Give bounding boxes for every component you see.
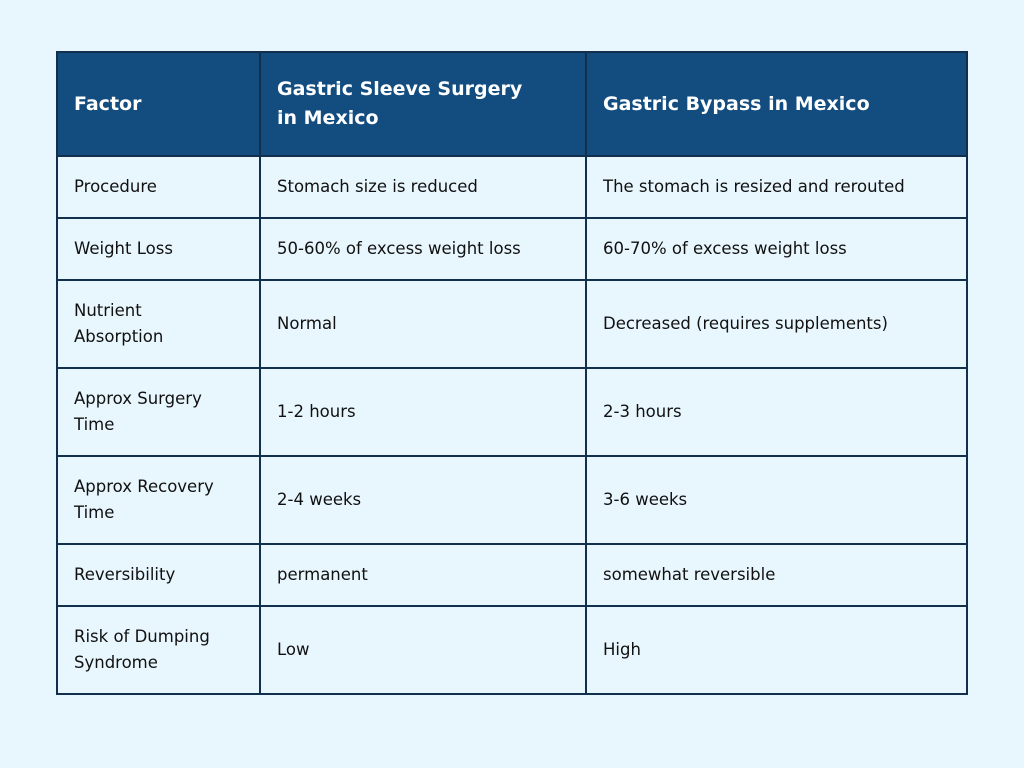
cell-factor: Reversibility [56, 543, 261, 607]
comparison-table: Factor Gastric Sleeve Surgery in Mexico … [56, 51, 968, 695]
header-gastric-bypass: Gastric Bypass in Mexico [585, 51, 968, 157]
table-row: Nutrient Absorption Normal Decreased (requ… [56, 279, 968, 369]
table-row: Procedure Stomach size is reduced The stom… [56, 155, 968, 219]
cell-bypass: somewhat reversible [585, 543, 968, 607]
cell-sleeve: 50-60% of excess weight loss [259, 217, 587, 281]
cell-factor: Approx Recovery Time [56, 455, 261, 545]
table-row: Approx Recovery Time 2-4 weeks 3-6 weeks [56, 455, 968, 545]
cell-factor: Weight Loss [56, 217, 261, 281]
cell-sleeve: 1-2 hours [259, 367, 587, 457]
table-row: Approx Surgery Time 1-2 hours 2-3 hours [56, 367, 968, 457]
cell-bypass: 3-6 weeks [585, 455, 968, 545]
cell-bypass: Decreased (requires supplements) [585, 279, 968, 369]
cell-sleeve: Low [259, 605, 587, 695]
cell-bypass: The stomach is resized and rerouted [585, 155, 968, 219]
cell-bypass: 2-3 hours [585, 367, 968, 457]
cell-factor: Nutrient Absorption [56, 279, 261, 369]
cell-factor: Risk of Dumping Syndrome [56, 605, 261, 695]
cell-sleeve: 2-4 weeks [259, 455, 587, 545]
cell-sleeve: permanent [259, 543, 587, 607]
cell-sleeve: Stomach size is reduced [259, 155, 587, 219]
header-row: Factor Gastric Sleeve Surgery in Mexico … [56, 51, 968, 157]
header-gastric-sleeve: Gastric Sleeve Surgery in Mexico [259, 51, 587, 157]
cell-factor: Procedure [56, 155, 261, 219]
cell-sleeve: Normal [259, 279, 587, 369]
table-row: Reversibility permanent somewhat reversibl… [56, 543, 968, 607]
header-factor: Factor [56, 51, 261, 157]
cell-bypass: 60-70% of excess weight loss [585, 217, 968, 281]
table-row: Risk of Dumping Syndrome Low High [56, 605, 968, 695]
cell-bypass: High [585, 605, 968, 695]
cell-factor: Approx Surgery Time [56, 367, 261, 457]
table-row: Weight Loss 50-60% of excess weight loss 6… [56, 217, 968, 281]
